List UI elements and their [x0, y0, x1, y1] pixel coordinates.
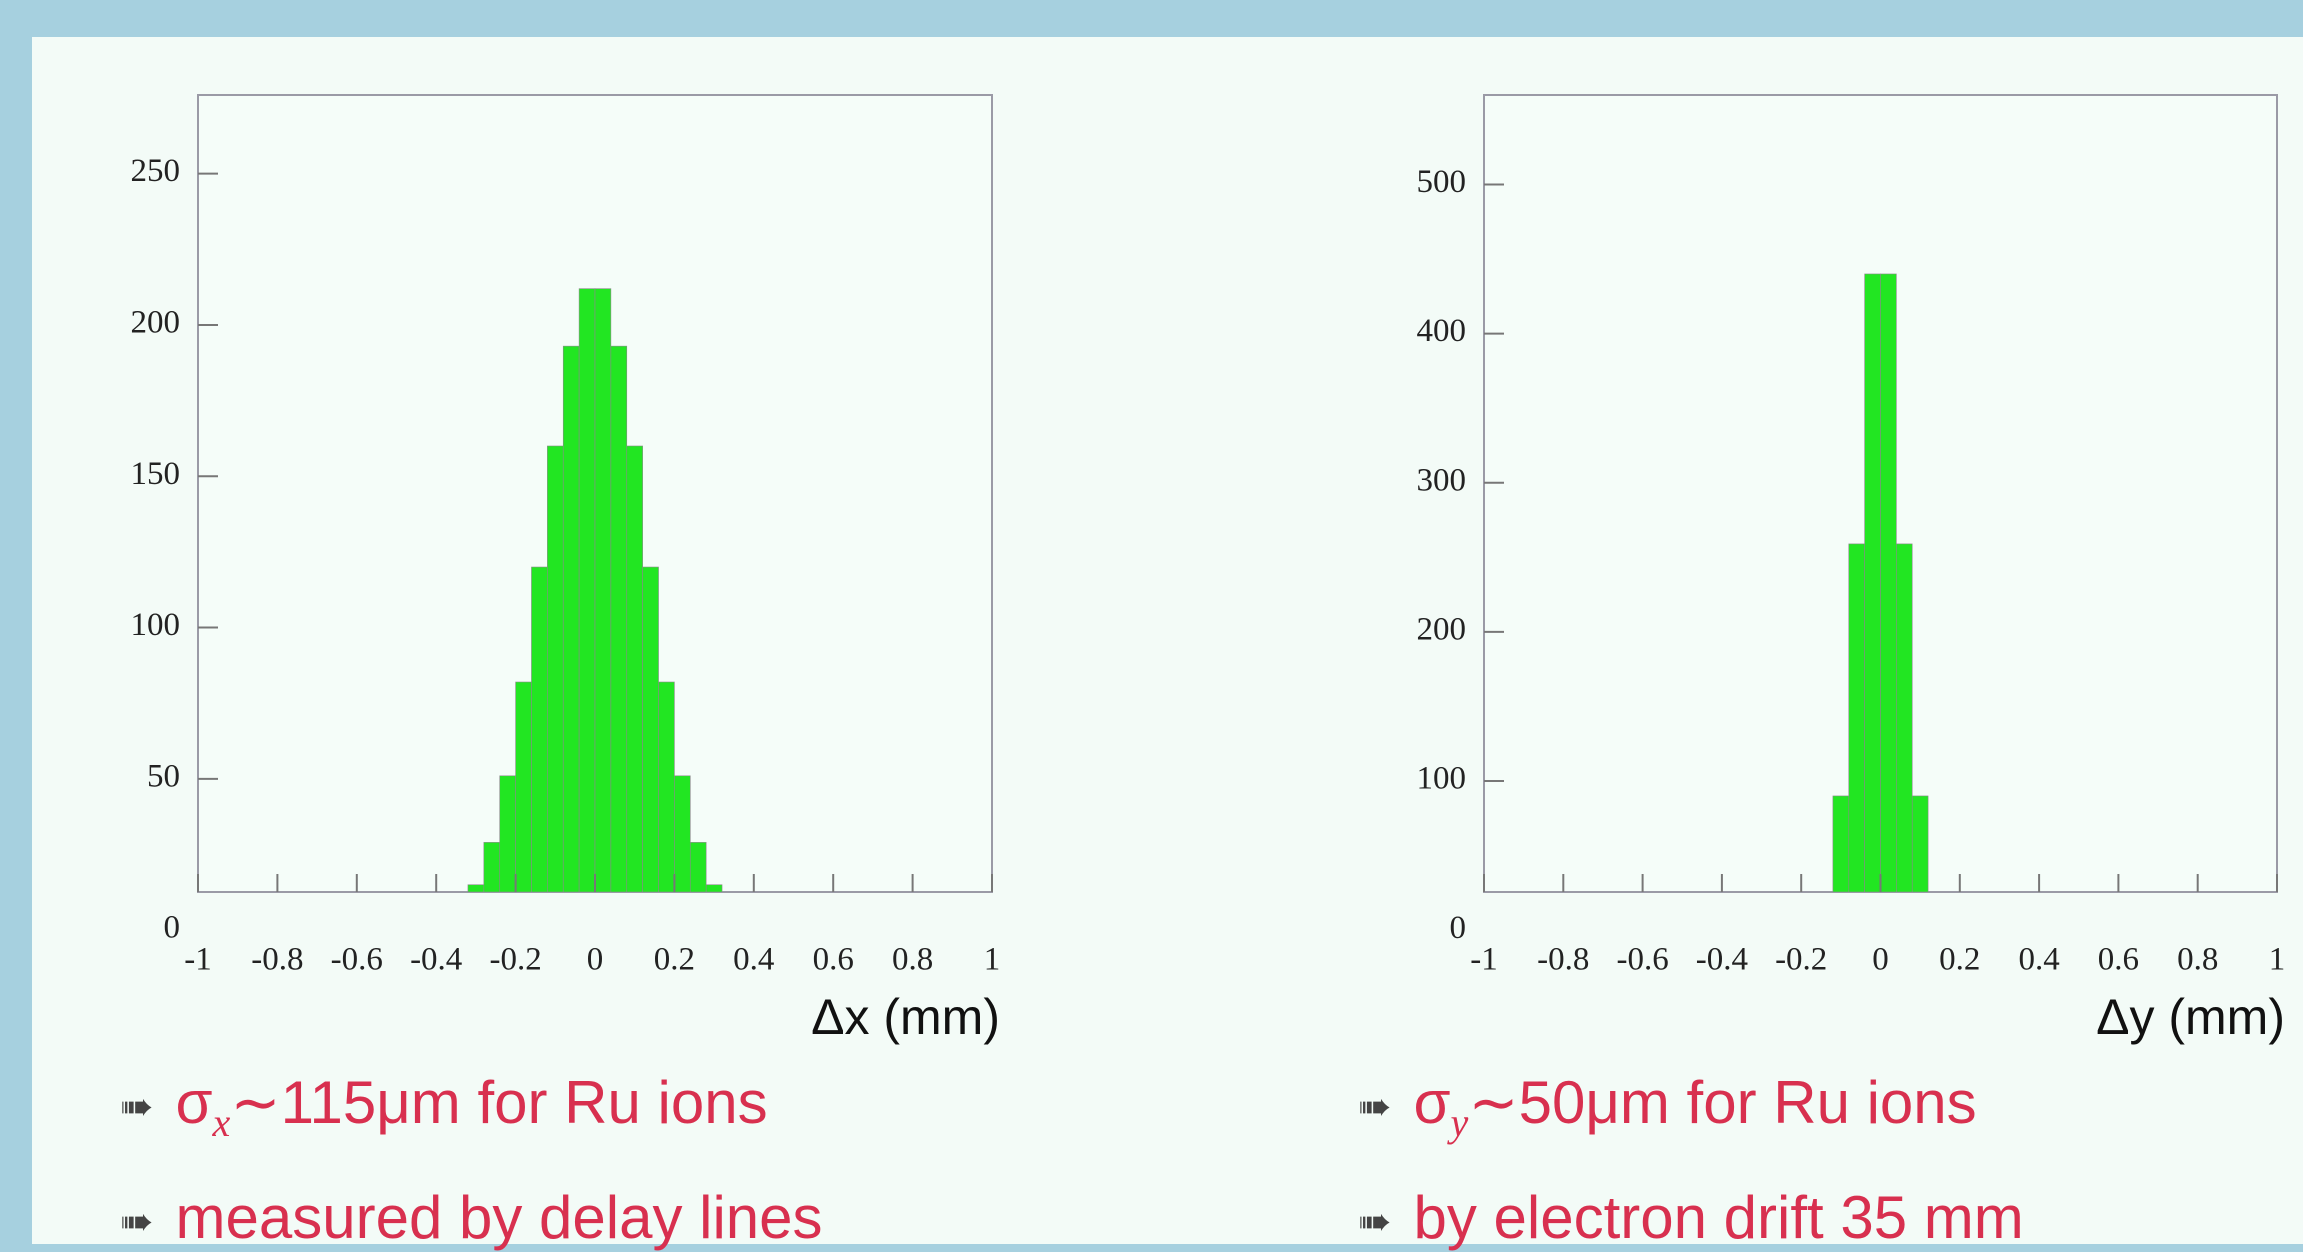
bar	[1832, 795, 1850, 892]
bar	[1848, 543, 1865, 892]
x-tick-label: -0.8	[1537, 942, 1589, 978]
x-tick-label: 0	[587, 942, 604, 978]
bar	[1911, 795, 1929, 892]
x-tick-label: 0.2	[654, 942, 695, 978]
y-tick-label: 300	[1417, 462, 1467, 498]
bar	[467, 884, 485, 892]
bar	[658, 681, 675, 892]
bullet-text: ∼50μm for Ru ions	[1468, 1069, 1977, 1136]
bar	[531, 566, 548, 892]
x-tick-label: -1	[184, 942, 212, 978]
x-axis-label: Δy (mm)	[2096, 989, 2285, 1045]
bullet-symbol: σ	[175, 1069, 213, 1136]
x-tick-label: -0.2	[1775, 942, 1827, 978]
x-tick-label: -0.4	[1696, 942, 1748, 978]
bullet: ➠ measured by delay lines	[120, 1184, 823, 1251]
bullet-symbol: σ	[1413, 1069, 1451, 1136]
bullet: ➠ σy∼50μm for Ru ions	[1358, 1069, 1977, 1145]
y-tick-label: 100	[131, 607, 181, 643]
bar	[515, 681, 532, 892]
y-tick-label: 100	[1417, 761, 1467, 797]
x-tick-label: -0.8	[251, 942, 303, 978]
x-tick-label: 0.4	[733, 942, 774, 978]
bar	[499, 775, 516, 892]
x-tick-label: -0.2	[489, 942, 541, 978]
y-tick-label: 50	[147, 758, 180, 794]
y-tick-label: 0	[1450, 910, 1467, 946]
x-tick-label: 0.6	[813, 942, 854, 978]
bullet-sub: x	[212, 1100, 231, 1145]
x-tick-label: 0.8	[2177, 942, 2218, 978]
bar	[674, 775, 691, 892]
y-tick-label: 0	[164, 910, 181, 946]
x-tick-label: 0.8	[892, 942, 933, 978]
y-tick-label: 150	[131, 456, 181, 492]
bullet-text: ∼115μm for Ru ions	[230, 1069, 768, 1136]
bullet-sub: y	[1450, 1100, 1469, 1145]
x-axis-label: Δx (mm)	[811, 989, 1000, 1045]
x-tick-label: 0.6	[2098, 942, 2139, 978]
x-tick-label: 0.2	[1939, 942, 1980, 978]
bar	[626, 445, 643, 892]
x-tick-label: -0.6	[331, 942, 383, 978]
bars	[1832, 273, 1929, 892]
y-tick-label: 500	[1417, 164, 1467, 200]
bar	[689, 842, 707, 892]
x-tick-label: -0.6	[1616, 942, 1668, 978]
x-tick-label: -0.4	[410, 942, 462, 978]
bar	[578, 288, 596, 892]
bar	[547, 445, 564, 892]
bullet-text: by electron drift 35 mm	[1413, 1184, 2024, 1251]
bar	[594, 288, 612, 892]
bar	[1896, 543, 1913, 892]
y-tick-label: 200	[131, 305, 181, 341]
bar	[483, 842, 501, 892]
bullet-text: measured by delay lines	[175, 1184, 823, 1251]
bar	[1864, 273, 1881, 892]
bullet: ➠ by electron drift 35 mm	[1358, 1184, 2024, 1251]
x-tick-label: -1	[1470, 942, 1498, 978]
bar	[642, 566, 659, 892]
x-tick-label: 0.4	[2018, 942, 2059, 978]
bar	[610, 345, 628, 892]
bar	[562, 345, 580, 892]
y-tick-label: 200	[1417, 611, 1467, 647]
y-tick-label: 400	[1417, 313, 1467, 349]
bar	[1880, 273, 1897, 892]
y-tick-label: 250	[131, 153, 181, 189]
x-tick-label: 1	[2269, 942, 2286, 978]
bar	[705, 884, 723, 892]
bullet: ➠ σx∼115μm for Ru ions	[120, 1069, 768, 1145]
bars	[467, 288, 723, 892]
x-tick-label: 1	[984, 942, 1001, 978]
x-tick-label: 0	[1872, 942, 1889, 978]
